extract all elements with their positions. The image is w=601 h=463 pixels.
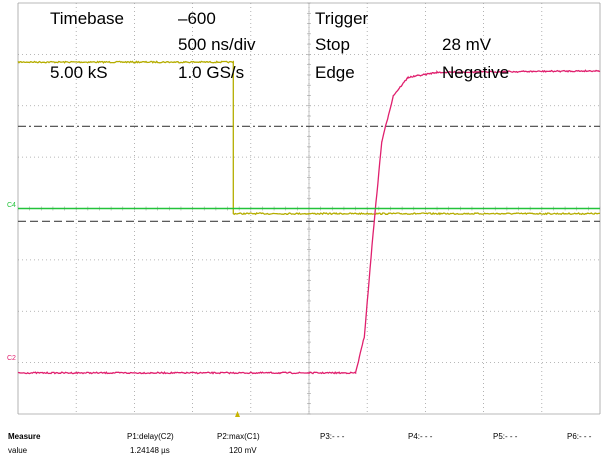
trigger-type: Edge [315,63,355,82]
c2-channel-label: C2 [7,355,16,362]
trace-c1 [17,60,601,216]
measure-param-p3[interactable]: P3:- - - [320,432,345,441]
measure-title: Measure [8,432,41,441]
measure-param-p4[interactable]: P4:- - - [408,432,433,441]
trigger-mode: Stop [315,35,350,54]
traces [17,60,601,375]
trace-c2 [17,69,601,375]
trigger-level: 28 mV [442,35,492,54]
c4-channel-label: C4 [7,202,16,209]
sample-count: 5.00 kS [50,63,108,82]
trigger-position-marker [235,411,240,417]
measure-param-p1[interactable]: P1:delay(C2) [127,432,174,441]
measure-row-label: value [8,446,28,455]
measure-value-p2: 120 mV [229,446,257,455]
trigger-label: Trigger [315,9,369,28]
sample-rate: 1.0 GS/s [178,63,244,82]
reference-lines [18,125,600,222]
trigger-slope: Negative [442,63,509,82]
measure-param-p5[interactable]: P5:- - - [493,432,518,441]
timebase-label: Timebase [50,9,124,28]
measure-param-p2[interactable]: P2:max(C1) [217,432,260,441]
timebase-value: –600 [178,9,216,28]
oscilloscope-screen: C4 C2 Timebase –600 500 ns/div 5.00 kS 1… [7,2,601,417]
measure-panel: Measure value P1:delay(C2) P2:max(C1) P3… [0,430,601,463]
timebase-div: 500 ns/div [178,35,256,54]
measure-param-p6[interactable]: P6:- - - [567,432,592,441]
measure-value-p1: 1.24148 µs [130,446,170,455]
